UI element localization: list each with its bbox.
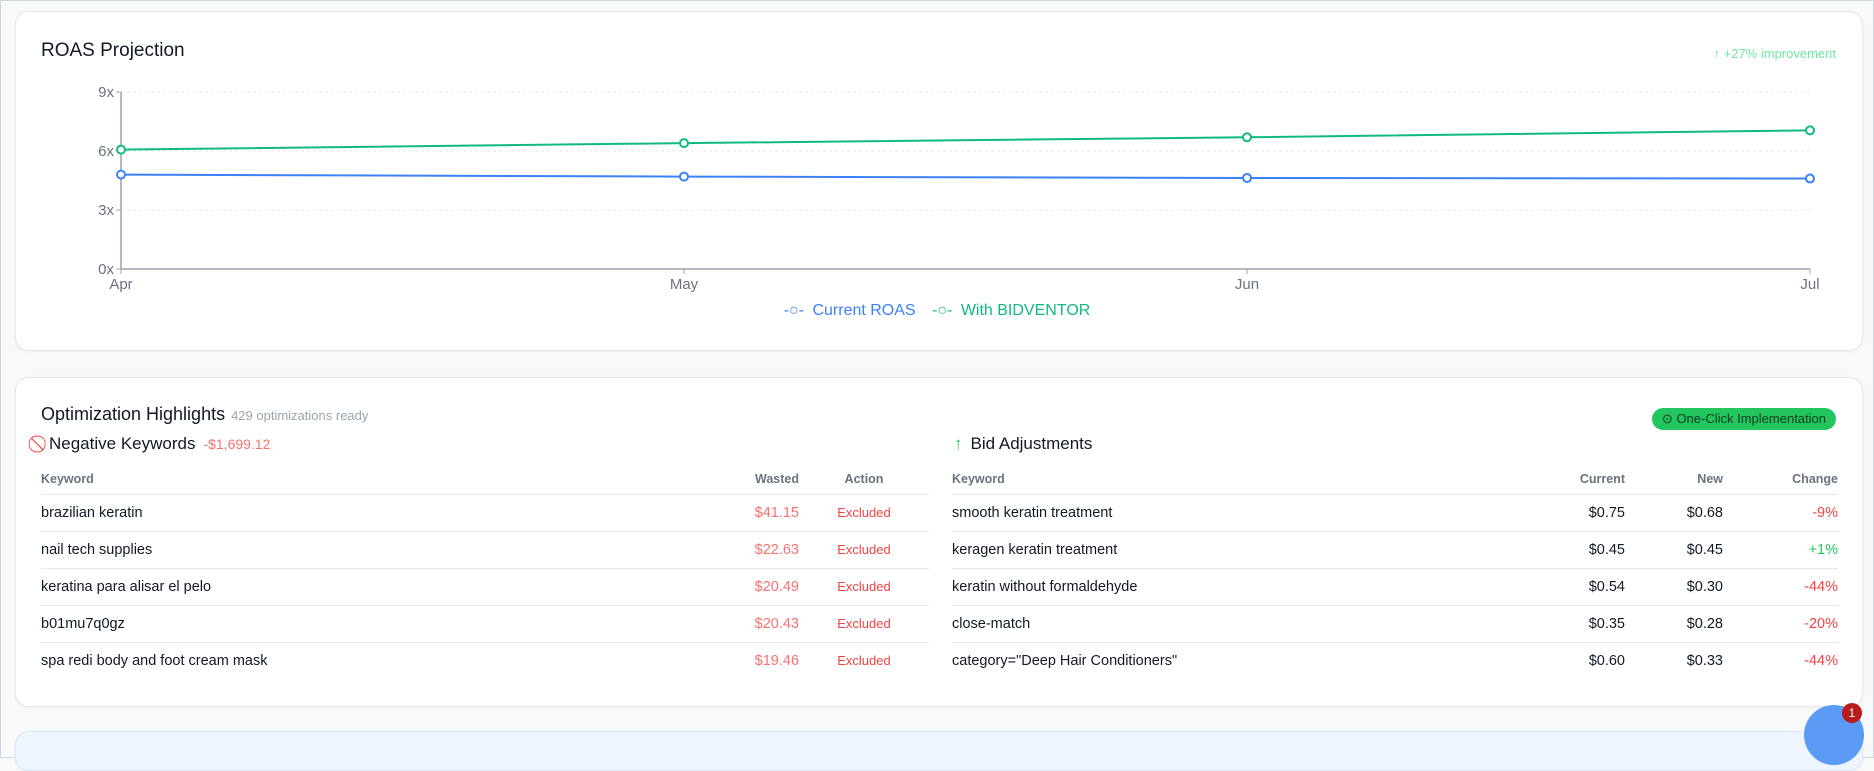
table-row: b01mu7q0gz $20.43 Excluded (41, 605, 929, 643)
data-point (1805, 173, 1815, 184)
change-cell: -44% (1723, 568, 1838, 606)
keyword-cell: spa redi body and foot cream mask (41, 652, 268, 669)
table-row: smooth keratin treatment $0.75 $0.68 -9% (952, 494, 1838, 532)
series-line-with-bidventor (120, 129, 1811, 151)
keyword-cell: keratin without formaldehyde (952, 568, 1525, 606)
y-tick-label: 0x (98, 261, 114, 278)
optimizations-count: 429 optimizations ready (231, 408, 369, 423)
optimization-highlights-card: Optimization Highlights 429 optimizations… (15, 377, 1863, 707)
wasted-total: -$1,699.12 (203, 436, 271, 452)
arrow-up-icon: ↑ (954, 434, 963, 453)
negative-keywords-header: ⃠Negative Keywords-$1,699.12 (41, 434, 270, 454)
table-row: keragen keratin treatment $0.45 $0.45 +1% (952, 531, 1838, 569)
new-bid-cell: $0.30 (1625, 568, 1723, 606)
improvement-text: +27% improvement (1723, 46, 1836, 61)
legend-label: Current ROAS (812, 302, 916, 319)
wasted-cell: $20.49 (679, 568, 799, 606)
keyword-cell: nail tech supplies (41, 531, 679, 569)
button-label: One-Click Implementation (1676, 411, 1826, 426)
chat-notification-badge: 1 (1842, 703, 1862, 723)
action-status: Excluded (799, 568, 929, 606)
x-tick-label: Jul (1800, 276, 1819, 293)
one-click-implementation-button[interactable]: ⊙ One-Click Implementation (1651, 408, 1836, 430)
current-bid-cell: $0.45 (1525, 531, 1625, 569)
x-tick-label: Jun (1235, 276, 1259, 293)
card-title-row: Optimization Highlights 429 optimizations… (41, 404, 368, 425)
table-row: spa redi body and foot cream mask $19.46 E… (41, 642, 929, 679)
negative-keywords-table: Keyword Wasted Action brazilian keratin $41… (41, 464, 929, 679)
col-current: Current (1525, 464, 1625, 495)
legend-label: With BIDVENTOR (960, 302, 1091, 319)
current-bid-cell: $0.75 (1525, 494, 1625, 532)
table-row: keratin without formaldehyde $0.54 $0.30 -4… (952, 568, 1838, 606)
x-tick-label: May (670, 276, 699, 293)
new-bid-cell: $0.45 (1625, 531, 1723, 569)
col-action: Action (799, 464, 929, 495)
table-row: keratina para alisar el pelo $20.49 Exclud… (41, 568, 929, 606)
change-cell: +1% (1723, 531, 1838, 569)
keyword-cell: keragen keratin treatment (952, 531, 1525, 569)
data-point (1242, 172, 1252, 183)
table-row: brazilian keratin $41.15 Excluded (41, 494, 929, 532)
improvement-indicator: ↑ +27% improvement (1714, 46, 1837, 61)
check-circle-icon: ⊙ (1661, 411, 1673, 426)
bottom-panel (15, 731, 1863, 771)
action-status: Excluded (799, 494, 929, 532)
change-cell: -9% (1723, 494, 1838, 532)
bid-adjustments-table: Keyword Current New Change smooth keratin t… (952, 464, 1838, 679)
card-title: ROAS Projection (41, 40, 185, 61)
keyword-cell: close-match (952, 605, 1525, 643)
col-change: Change (1723, 464, 1838, 495)
current-bid-cell: $0.54 (1525, 568, 1625, 606)
action-status: Excluded (837, 653, 891, 669)
wasted-cell: $41.15 (679, 494, 799, 532)
card-title: Optimization Highlights (41, 404, 226, 424)
roas-line-chart: 0x 3x 6x 9x Apr May Jun Jul (98, 84, 1819, 293)
new-bid-cell: $0.28 (1625, 605, 1723, 643)
wasted-cell: $20.43 (679, 605, 799, 643)
arrow-up-icon: ↑ (1713, 46, 1721, 61)
new-bid-cell: $0.33 (1686, 652, 1723, 669)
current-bid-cell: $0.60 (1588, 652, 1625, 669)
new-bid-cell: $0.68 (1625, 494, 1723, 532)
change-cell: -44% (1804, 652, 1838, 669)
keyword-cell: smooth keratin treatment (952, 494, 1525, 532)
wasted-cell: $22.63 (679, 531, 799, 569)
action-status: Excluded (799, 531, 929, 569)
legend-with-bidventor[interactable]: -○- With BIDVENTOR (932, 302, 1091, 319)
x-tick-label: Apr (109, 276, 132, 293)
col-keyword: Keyword (41, 464, 679, 495)
col-wasted: Wasted (679, 464, 799, 495)
data-point (679, 171, 689, 182)
table-row: category="Deep Hair Conditioners" $0.60 $0… (952, 642, 1838, 679)
table-row: nail tech supplies $22.63 Excluded (41, 531, 929, 569)
chart-legend: -○- Current ROAS -○- With BIDVENTOR (16, 302, 1862, 320)
roas-projection-card: ROAS Projection ↑ +27% improvement 0x 3x 6… (15, 11, 1863, 351)
series-line-current-roas (120, 173, 1811, 180)
keyword-cell: keratina para alisar el pelo (41, 568, 679, 606)
y-tick-label: 3x (98, 202, 114, 219)
bid-adjustments-header: ↑ Bid Adjustments (954, 434, 1092, 454)
action-status: Excluded (799, 605, 929, 643)
col-keyword: Keyword (952, 464, 1525, 495)
data-point (116, 169, 126, 180)
y-tick-label: 6x (98, 143, 114, 160)
table-row: close-match $0.35 $0.28 -20% (952, 605, 1838, 643)
y-tick-label: 9x (98, 84, 114, 101)
keyword-cell: brazilian keratin (41, 494, 679, 532)
data-point (116, 144, 126, 155)
keyword-cell: category="Deep Hair Conditioners" (952, 652, 1178, 669)
data-point (679, 138, 689, 149)
data-point (1805, 125, 1815, 136)
change-cell: -20% (1723, 605, 1838, 643)
section-title: Negative Keywords (49, 434, 196, 453)
wasted-cell: $19.46 (754, 652, 799, 669)
keyword-cell: b01mu7q0gz (41, 605, 679, 643)
data-point (1242, 132, 1252, 143)
col-new: New (1625, 464, 1723, 495)
current-bid-cell: $0.35 (1525, 605, 1625, 643)
section-title: Bid Adjustments (970, 434, 1093, 453)
legend-current-roas[interactable]: -○- Current ROAS (783, 302, 916, 319)
